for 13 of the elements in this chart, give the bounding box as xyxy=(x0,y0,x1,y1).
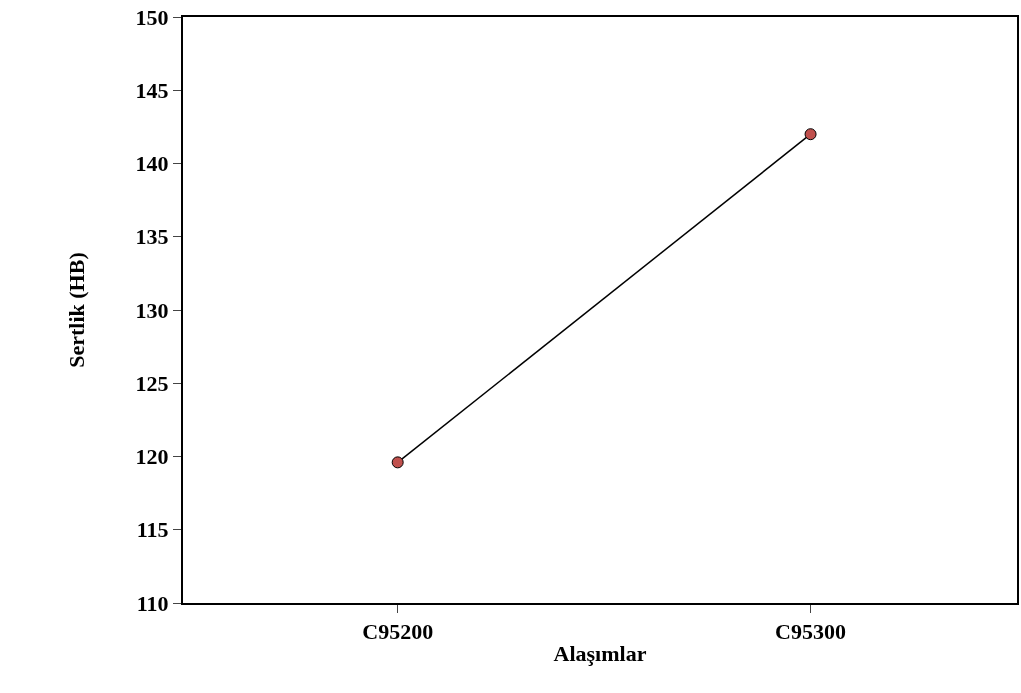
y-tick-label: 150 xyxy=(135,4,169,30)
y-tick-label: 145 xyxy=(135,77,169,103)
y-tick-label: 115 xyxy=(136,517,169,543)
y-tick-label: 125 xyxy=(135,370,169,396)
y-tick-label: 120 xyxy=(135,444,169,470)
y-tick-label: 135 xyxy=(135,224,169,250)
y-tick-label: 130 xyxy=(135,297,169,323)
y-axis-title: Sertlik (HB) xyxy=(63,252,89,368)
y-tick-label: 110 xyxy=(136,590,169,616)
x-tick-label: C95200 xyxy=(362,619,434,645)
y-tick-label: 140 xyxy=(135,151,169,177)
x-tick-label: C95300 xyxy=(775,619,847,645)
x-axis-title: Alaşımlar xyxy=(553,640,647,666)
